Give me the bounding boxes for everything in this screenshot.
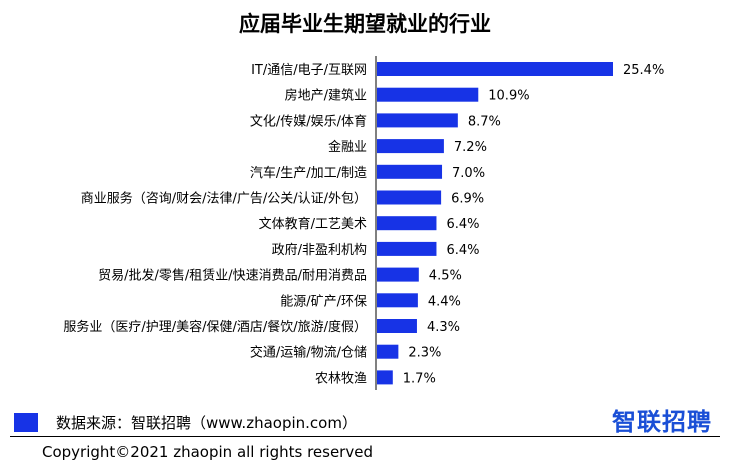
- copyright-text: Copyright©2021 zhaopin all rights reserv…: [42, 443, 373, 461]
- bar: [377, 139, 444, 154]
- zhaopin-logo: 智联招聘: [612, 408, 712, 436]
- bar: [377, 319, 417, 333]
- category-label: 服务业（医疗/护理/美容/保健/酒店/餐饮/旅游/度假）: [63, 319, 367, 335]
- chart-title: 应届毕业生期望就业的行业: [239, 12, 491, 36]
- category-label: 政府/非盈利机构: [272, 243, 367, 258]
- category-label: 交通/运输/物流/仓储: [250, 345, 367, 361]
- bar: [377, 216, 437, 231]
- category-label: 汽车/生产/加工/制造: [250, 165, 367, 181]
- value-label: 10.9%: [488, 89, 529, 104]
- footer-divider: [10, 436, 720, 437]
- value-label: 7.0%: [452, 166, 485, 181]
- bar: [377, 344, 399, 359]
- value-label: 4.5%: [429, 269, 462, 284]
- source-text: 数据来源：智联招聘（www.zhaopin.com）: [56, 413, 357, 432]
- category-label: IT/通信/电子/互联网: [251, 63, 367, 78]
- category-label: 能源/矿产/环保: [280, 294, 367, 309]
- bar: [377, 164, 443, 179]
- category-label: 金融业: [328, 139, 367, 155]
- category-label: 商业服务（咨询/财会/法律/广告/公关/认证/外包）: [81, 191, 367, 207]
- category-label: 农林牧渔: [315, 371, 367, 386]
- value-label: 7.2%: [454, 140, 487, 155]
- bar: [377, 370, 393, 385]
- category-label: 文化/传媒/娱乐/体育: [250, 113, 367, 129]
- value-label: 4.4%: [428, 294, 461, 309]
- legend-swatch: [14, 412, 38, 432]
- value-label: 6.4%: [446, 243, 479, 258]
- category-label: 贸易/批发/零售/租赁业/快速消费品/耐用消费品: [98, 268, 367, 284]
- bar-chart: IT/通信/电子/互联网 25.4% 房地产/建筑业 10.9% 文化/传媒/娱乐/体育…: [63, 56, 664, 390]
- bar: [377, 267, 419, 282]
- bar: [377, 190, 442, 205]
- bar: [377, 87, 479, 102]
- category-label: 文体教育/工艺美术: [259, 216, 367, 232]
- value-label: 6.4%: [446, 217, 479, 232]
- bar: [377, 293, 418, 308]
- bar: [377, 113, 458, 128]
- value-label: 25.4%: [623, 63, 664, 78]
- bar: [377, 241, 437, 256]
- category-label: 房地产/建筑业: [285, 88, 367, 104]
- data-source: 数据来源：智联招聘（www.zhaopin.com）: [14, 408, 357, 436]
- bar: [377, 62, 613, 76]
- value-label: 4.3%: [427, 320, 460, 335]
- value-label: 2.3%: [408, 346, 441, 361]
- value-label: 8.7%: [468, 114, 501, 129]
- value-label: 6.9%: [451, 192, 484, 207]
- value-label: 1.7%: [403, 371, 436, 386]
